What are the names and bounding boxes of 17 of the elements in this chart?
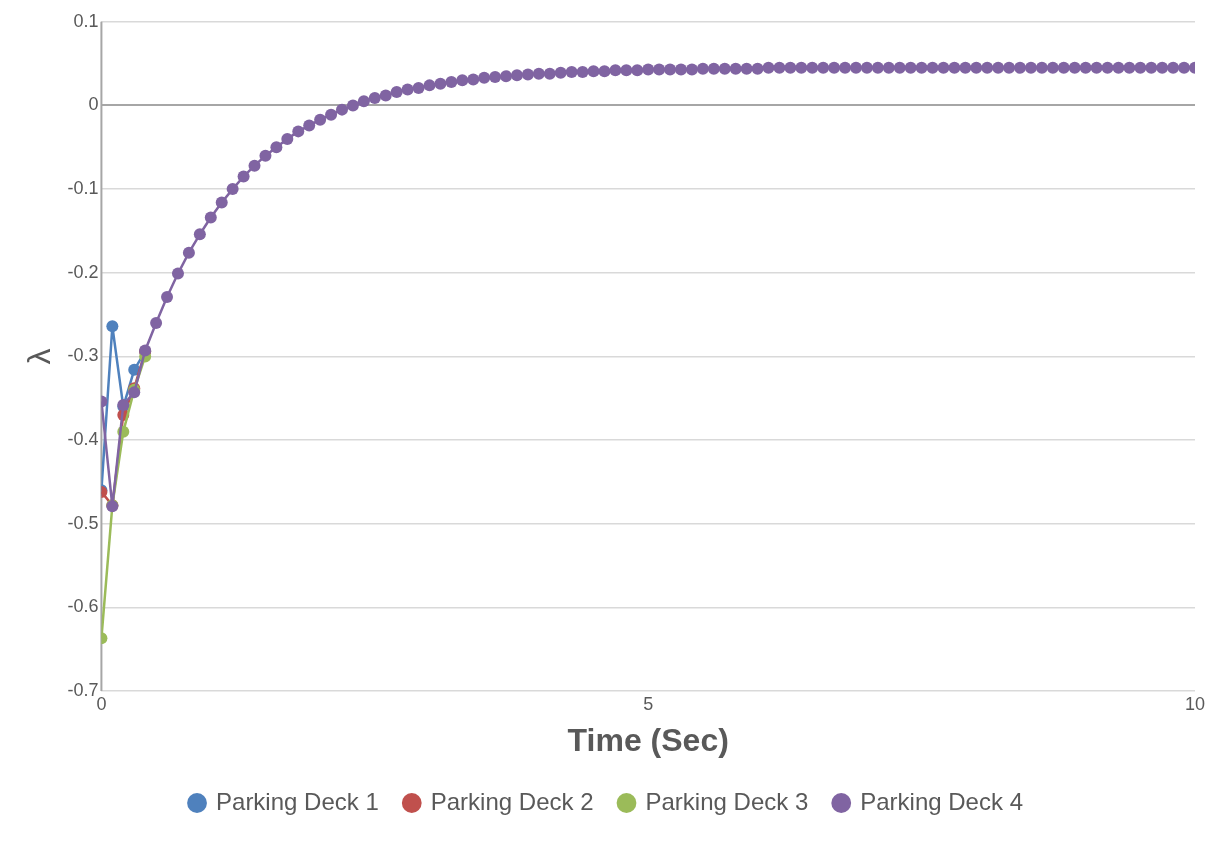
y-tick-label: -0.6 <box>67 596 99 617</box>
x-axis-title: Time (Sec) <box>567 721 729 758</box>
y-tick-label: -0.2 <box>67 261 99 282</box>
y-tick-label: -0.1 <box>67 178 99 199</box>
legend-label: Parking Deck 1 <box>216 787 379 815</box>
x-tick-label: 10 <box>1184 693 1206 714</box>
y-tick-label: -0.7 <box>67 679 99 700</box>
y-tick-label: -0.3 <box>67 345 99 366</box>
legend-label: Parking Deck 2 <box>430 787 594 815</box>
y-tick-label: -0.5 <box>67 512 99 533</box>
y-tick-label: -0.4 <box>67 429 99 450</box>
legend-label: Parking Deck 4 <box>860 787 1023 815</box>
y-axis-title: λ <box>21 348 58 365</box>
x-tick-label: 5 <box>643 693 654 714</box>
legend-label: Parking Deck 3 <box>645 787 809 815</box>
y-tick-label: 0 <box>88 94 99 115</box>
y-tick-label: 0.1 <box>73 10 99 31</box>
